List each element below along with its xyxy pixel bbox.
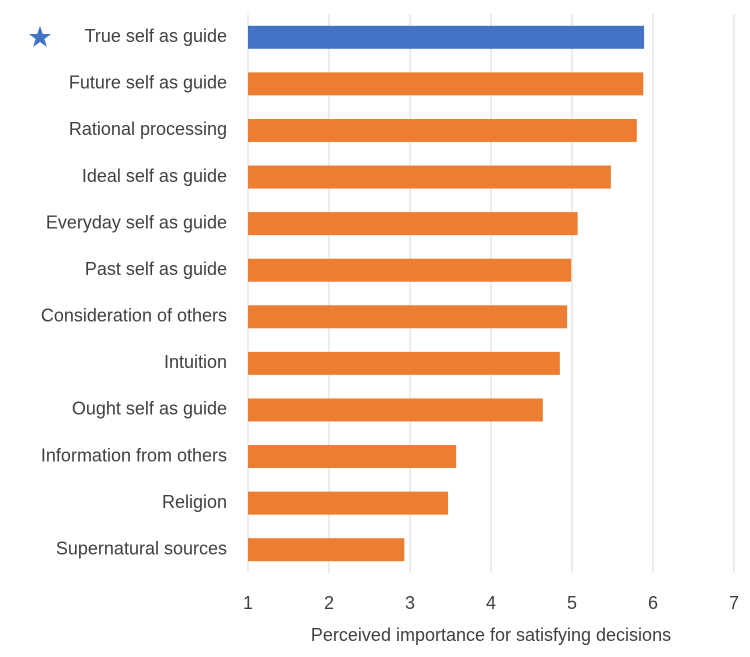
x-tick-label: 5 [567, 593, 577, 613]
x-tick-label: 1 [243, 593, 253, 613]
x-tick-label: 2 [324, 593, 334, 613]
y-tick-label: Information from others [41, 445, 227, 465]
y-tick-label: Past self as guide [85, 259, 227, 279]
bar [248, 305, 568, 329]
bar [248, 445, 457, 469]
y-tick-label: True self as guide [85, 26, 227, 46]
bar [248, 118, 637, 142]
y-tick-label: Intuition [164, 352, 227, 372]
bar [248, 25, 645, 49]
y-tick-label: Ideal self as guide [82, 166, 227, 186]
bar [248, 212, 578, 236]
y-tick-label: Everyday self as guide [46, 212, 227, 232]
y-tick-label: Rational processing [69, 119, 227, 139]
x-tick-label: 7 [729, 593, 739, 613]
y-tick-label: Future self as guide [69, 73, 227, 93]
bar [248, 165, 611, 189]
y-tick-label: Ought self as guide [72, 399, 227, 419]
bar [248, 538, 405, 562]
x-tick-label: 4 [486, 593, 496, 613]
bar [248, 351, 560, 375]
bar [248, 258, 572, 282]
highlight-star [29, 26, 51, 47]
x-axis-title: Perceived importance for satisfying deci… [311, 625, 671, 645]
y-tick-label: Consideration of others [41, 306, 227, 326]
y-tick-label: Religion [162, 492, 227, 512]
x-tick-label: 3 [405, 593, 415, 613]
bar [248, 398, 543, 422]
x-tick-label: 6 [648, 593, 658, 613]
bar [248, 72, 644, 96]
bar [248, 491, 449, 515]
y-tick-label: Supernatural sources [56, 538, 227, 558]
